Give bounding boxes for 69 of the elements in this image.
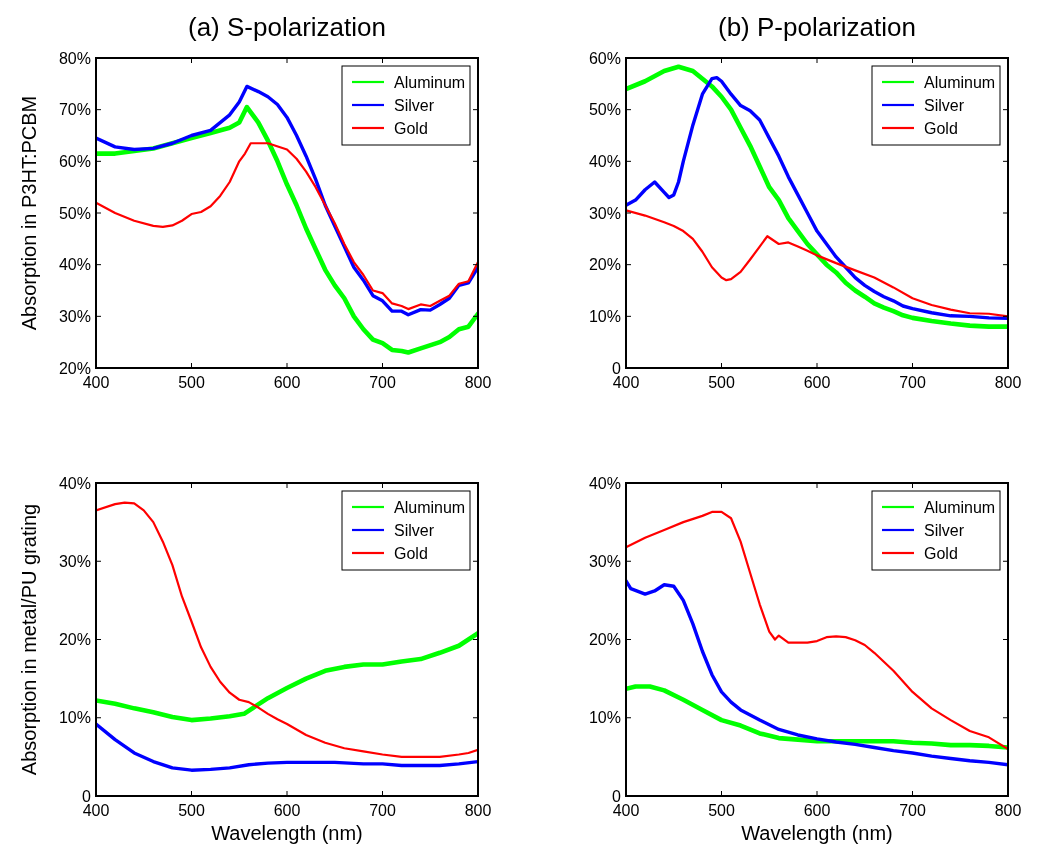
line-series — [96, 142, 478, 311]
y-tick-label: 20% — [588, 631, 621, 649]
x-tick-label: 800 — [464, 374, 492, 391]
legend-label: Gold — [394, 544, 428, 562]
x-tick-label: 700 — [899, 374, 926, 391]
line-series — [96, 722, 478, 772]
y-tick-label: 10% — [588, 307, 621, 325]
y-tick-label: 0 — [82, 787, 92, 805]
x-tick-label: 700 — [899, 802, 926, 819]
x-tick-label: 400 — [612, 802, 640, 819]
y-tick-label: 80% — [58, 49, 91, 67]
y-tick-label: 40% — [58, 256, 91, 274]
y-tick-label: 40% — [588, 474, 621, 492]
y-tick-label: 40% — [588, 152, 621, 170]
y-tick-label: 40% — [58, 474, 91, 492]
x-tick-label: 500 — [708, 374, 735, 391]
x-tick-label: 500 — [178, 374, 205, 391]
line-series — [96, 501, 478, 758]
chart-title: (b) P-polarization — [718, 12, 916, 42]
y-tick-label: 60% — [588, 49, 621, 67]
y-tick-label: 30% — [58, 307, 91, 325]
chart-title: (a) S-polarization — [188, 12, 386, 42]
x-tick-label: 400 — [82, 374, 110, 391]
line-series — [96, 630, 478, 723]
legend-label: Aluminum — [924, 498, 996, 516]
y-tick-label: 70% — [58, 101, 91, 119]
x-tick-label: 600 — [803, 374, 831, 391]
legend-label: Silver — [924, 96, 965, 114]
y-axis-title: Absorption in P3HT:PCBM — [18, 95, 40, 331]
y-tick-label: 30% — [58, 552, 91, 570]
legend-label: Gold — [924, 544, 958, 562]
x-tick-label: 800 — [994, 374, 1022, 391]
x-tick-label: 700 — [369, 802, 396, 819]
y-tick-label: 20% — [58, 359, 91, 377]
x-tick-label: 600 — [273, 802, 301, 819]
legend-label: Aluminum — [924, 73, 996, 91]
y-tick-label: 50% — [588, 101, 621, 119]
y-tick-label: 30% — [588, 552, 621, 570]
x-tick-label: 400 — [612, 374, 640, 391]
legend-label: Gold — [394, 119, 428, 137]
line-series — [626, 684, 1008, 750]
x-tick-label: 500 — [178, 802, 205, 819]
y-tick-label: 30% — [588, 204, 621, 222]
x-axis-title: Wavelength (nm) — [741, 822, 893, 844]
y-tick-label: 50% — [58, 204, 91, 222]
x-tick-label: 800 — [994, 802, 1022, 819]
y-tick-label: 10% — [58, 709, 91, 727]
x-tick-label: 500 — [708, 802, 735, 819]
x-tick-label: 400 — [82, 802, 110, 819]
legend-label: Silver — [394, 96, 435, 114]
y-tick-label: 60% — [58, 152, 91, 170]
legend-label: Silver — [394, 521, 435, 539]
legend-label: Silver — [924, 521, 965, 539]
y-axis-title: Absorption in metal/PU grating — [18, 503, 40, 776]
x-tick-label: 700 — [369, 374, 396, 391]
y-tick-label: 0 — [612, 359, 622, 377]
line-series — [626, 209, 1008, 318]
x-tick-label: 800 — [464, 802, 492, 819]
x-axis-title: Wavelength (nm) — [211, 822, 363, 844]
legend-label: Gold — [924, 119, 958, 137]
y-tick-label: 20% — [588, 256, 621, 274]
x-tick-label: 600 — [273, 374, 301, 391]
line-series — [626, 579, 1008, 767]
y-tick-label: 20% — [58, 631, 91, 649]
legend-label: Aluminum — [394, 498, 466, 516]
y-tick-label: 0 — [612, 787, 622, 805]
legend-label: Aluminum — [394, 73, 466, 91]
x-tick-label: 600 — [803, 802, 831, 819]
y-tick-label: 10% — [588, 709, 621, 727]
